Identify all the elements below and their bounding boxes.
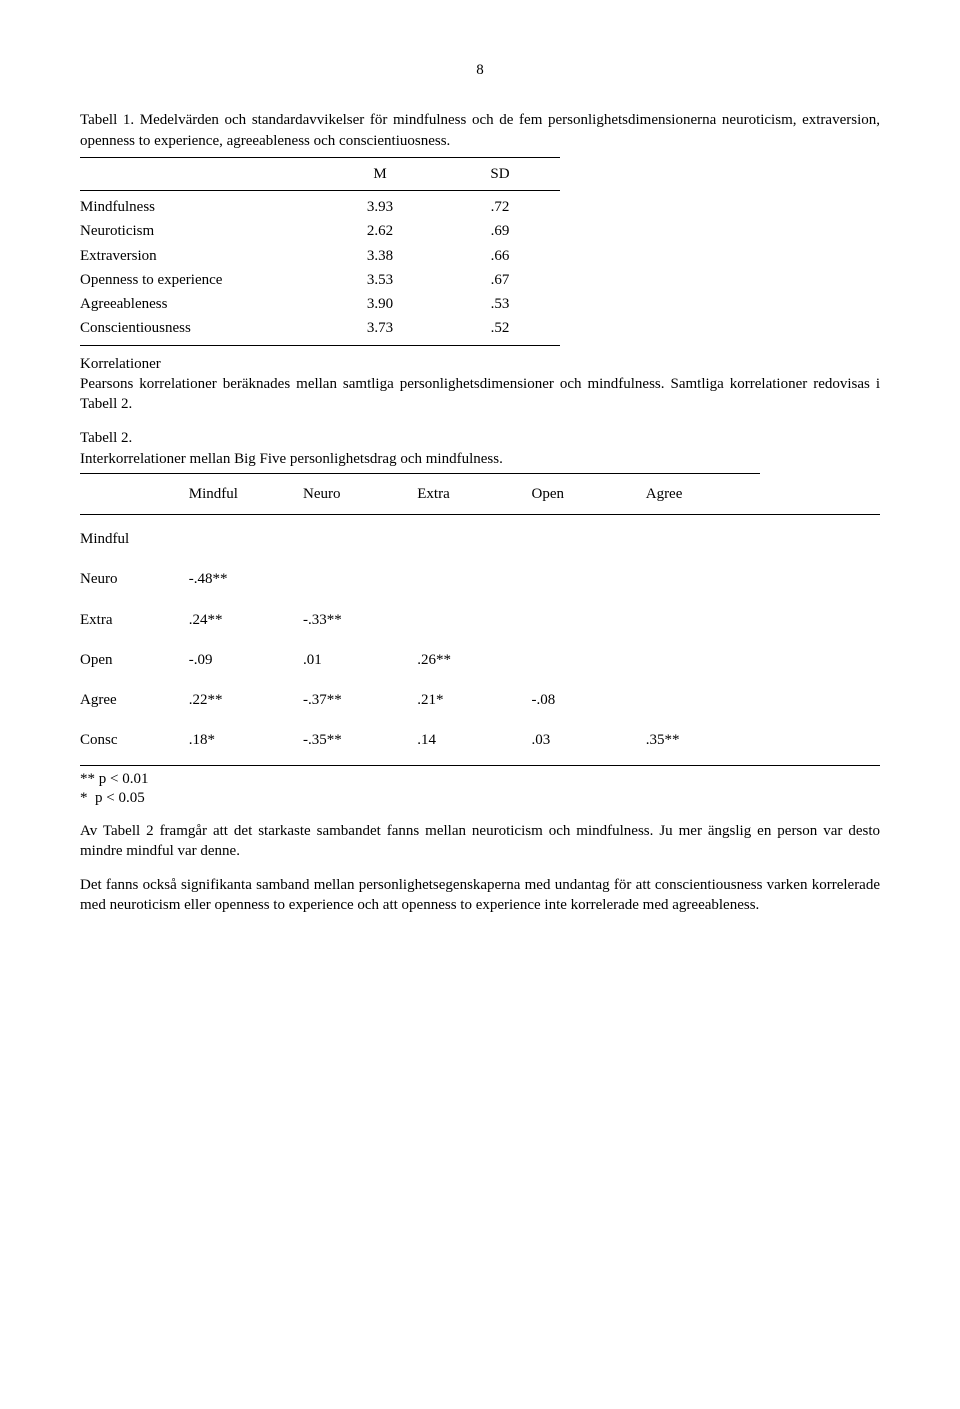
- table2-cell: -.08: [532, 680, 646, 720]
- table1-m: 3.38: [320, 244, 440, 268]
- table2-cell: .03: [532, 720, 646, 760]
- table1-header-m: M: [320, 162, 440, 186]
- table2-cell: [532, 559, 646, 599]
- table1-body: Mindfulness3.93.72Neuroticism2.62.69Extr…: [80, 195, 560, 341]
- correlations-text: Pearsons korrelationer beräknades mellan…: [80, 374, 880, 415]
- rule: [80, 157, 560, 158]
- table2-cell: .35**: [646, 720, 760, 760]
- rule: [80, 190, 560, 191]
- table2-cell: .18*: [189, 720, 303, 760]
- table1-label: Neuroticism: [80, 219, 320, 243]
- table-row: Open-.09.01.26**: [80, 640, 760, 680]
- table2-cell: [532, 600, 646, 640]
- table1-m: 3.90: [320, 292, 440, 316]
- table2-cell: .21*: [417, 680, 531, 720]
- rule: [80, 345, 560, 346]
- table2-cell: -.09: [189, 640, 303, 680]
- table2-cell: [646, 600, 760, 640]
- table-row: Agreeableness3.90.53: [80, 292, 560, 316]
- table2-rowlabel: Extra: [80, 600, 189, 640]
- table1-sd: .52: [440, 316, 560, 340]
- table1-m: 3.73: [320, 316, 440, 340]
- table-row: Mindfulness3.93.72: [80, 195, 560, 219]
- table2-cell: -.37**: [303, 680, 417, 720]
- table1-m: 2.62: [320, 219, 440, 243]
- table1-m: 3.93: [320, 195, 440, 219]
- paragraph-1: Av Tabell 2 framgår att det starkaste sa…: [80, 821, 880, 862]
- table2-cell: [417, 519, 531, 559]
- table1-label: Agreeableness: [80, 292, 320, 316]
- table-row: Neuro-.48**: [80, 559, 760, 599]
- table2-cell: .14: [417, 720, 531, 760]
- table2-header: Neuro: [303, 478, 417, 510]
- table-row: Agree.22**-.37**.21*-.08: [80, 680, 760, 720]
- table2-head: Mindful Neuro Extra Open Agree: [80, 478, 760, 510]
- table2-rowlabel: Open: [80, 640, 189, 680]
- table2-cell: [646, 680, 760, 720]
- rule: [80, 765, 880, 766]
- table1-header-row: M SD: [80, 162, 560, 186]
- table-row: Extra.24**-.33**: [80, 600, 760, 640]
- table2-caption-line1: Tabell 2.: [80, 428, 880, 448]
- table2-cell: [532, 519, 646, 559]
- table1-label: Conscientiousness: [80, 316, 320, 340]
- table2-rowlabel: Consc: [80, 720, 189, 760]
- table1-header-sd: SD: [440, 162, 560, 186]
- table2-cell: [303, 559, 417, 599]
- page-number: 8: [80, 60, 880, 80]
- table2-header: Extra: [417, 478, 531, 510]
- table1-label: Openness to experience: [80, 268, 320, 292]
- table-row: Extraversion3.38.66: [80, 244, 560, 268]
- table2-header: Mindful: [189, 478, 303, 510]
- correlations-heading: Korrelationer: [80, 354, 880, 374]
- table1-sd: .67: [440, 268, 560, 292]
- table-row: Conscientiousness3.73.52: [80, 316, 560, 340]
- table2-cell: -.33**: [303, 600, 417, 640]
- table1-label: Extraversion: [80, 244, 320, 268]
- table2-rowlabel: Neuro: [80, 559, 189, 599]
- table-row: Openness to experience3.53.67: [80, 268, 560, 292]
- table2-header: Agree: [646, 478, 760, 510]
- table2-header-row: Mindful Neuro Extra Open Agree: [80, 478, 760, 510]
- footnote-1: ** p < 0.01: [80, 770, 880, 790]
- table2-cell: [417, 600, 531, 640]
- table2-rowlabel: Mindful: [80, 519, 189, 559]
- table-row: Neuroticism2.62.69: [80, 219, 560, 243]
- table2-cell: -.48**: [189, 559, 303, 599]
- rule: [80, 473, 760, 474]
- table2-cell: [646, 519, 760, 559]
- table2-cell: [417, 559, 531, 599]
- table2-cell: [532, 640, 646, 680]
- table1-sd: .53: [440, 292, 560, 316]
- table1: M SD: [80, 162, 560, 186]
- table2-cell: [646, 559, 760, 599]
- table-row: Consc.18*-.35**.14.03.35**: [80, 720, 760, 760]
- table1-sd: .66: [440, 244, 560, 268]
- table-row: Mindful: [80, 519, 760, 559]
- table2-cell: [189, 519, 303, 559]
- footnote-2: * p < 0.05: [80, 789, 880, 809]
- table2-cell: .26**: [417, 640, 531, 680]
- table2-cell: [646, 640, 760, 680]
- table2-cell: .01: [303, 640, 417, 680]
- paragraph-2: Det fanns också signifikanta samband mel…: [80, 875, 880, 916]
- table1-label: Mindfulness: [80, 195, 320, 219]
- table1-m: 3.53: [320, 268, 440, 292]
- table2-header: Open: [532, 478, 646, 510]
- table1-sd: .72: [440, 195, 560, 219]
- table2-cell: -.35**: [303, 720, 417, 760]
- table2-rowlabel: Agree: [80, 680, 189, 720]
- table2-cell: .24**: [189, 600, 303, 640]
- table2-body-table: MindfulNeuro-.48**Extra.24**-.33**Open-.…: [80, 519, 760, 761]
- table2-cell: [303, 519, 417, 559]
- rule: [80, 514, 880, 515]
- table2-caption-line2: Interkorrelationer mellan Big Five perso…: [80, 449, 880, 469]
- table1-caption: Tabell 1. Medelvärden och standardavvike…: [80, 110, 880, 151]
- table1-sd: .69: [440, 219, 560, 243]
- table2-cell: .22**: [189, 680, 303, 720]
